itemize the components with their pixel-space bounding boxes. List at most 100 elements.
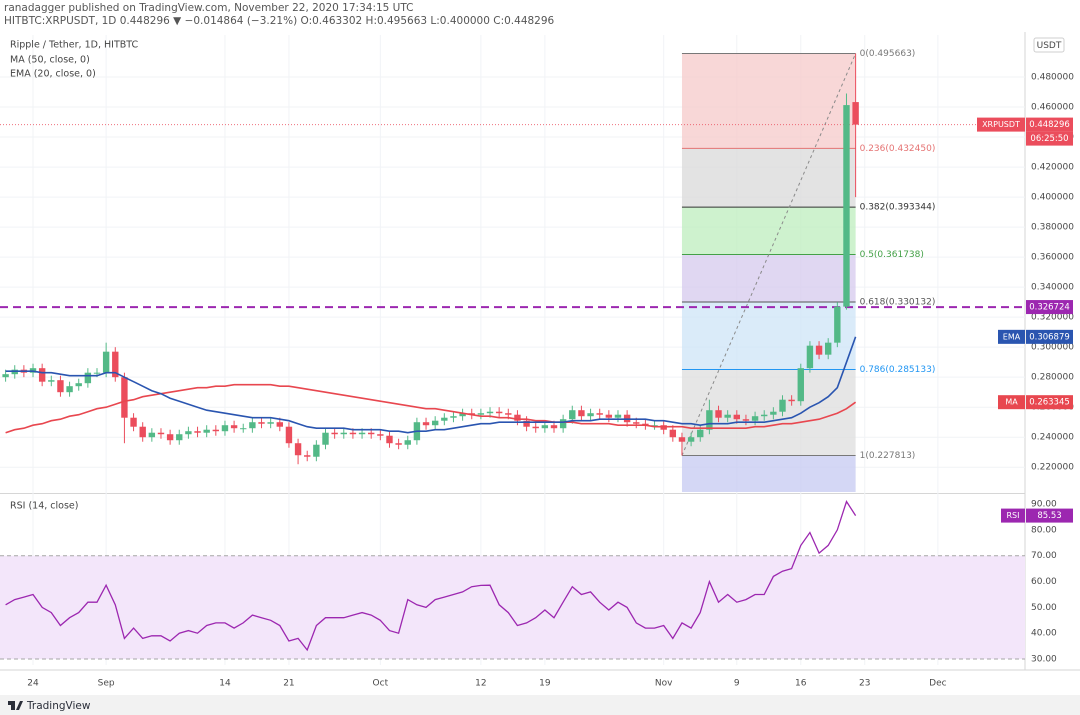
candle-body bbox=[825, 342, 832, 355]
rsi-tick-label: 90.00 bbox=[1031, 500, 1057, 510]
candle-body bbox=[505, 413, 512, 415]
candle-body bbox=[751, 416, 759, 421]
fib-trend-line bbox=[681, 53, 857, 456]
x-tick-label: 12 bbox=[475, 679, 486, 689]
candle-body bbox=[166, 434, 174, 441]
rsi-tick-label: 50.00 bbox=[1031, 603, 1057, 613]
chart-layer: 0(0.495663) 0.236(0.432450) 0.382(0.393344… bbox=[0, 32, 1080, 689]
y-tick-label: 0.420000 bbox=[1031, 163, 1074, 173]
candle-body bbox=[75, 383, 82, 387]
candle-body bbox=[569, 410, 576, 420]
candle-body bbox=[806, 345, 814, 369]
footer-brand[interactable]: TradingView bbox=[26, 700, 91, 712]
badge-value: 0.448296 bbox=[1029, 120, 1070, 130]
candle-body bbox=[779, 399, 786, 412]
candle-body bbox=[797, 368, 804, 402]
candle-body bbox=[358, 432, 366, 435]
candle-body bbox=[240, 428, 247, 430]
y-tick-label: 0.220000 bbox=[1031, 463, 1074, 473]
candle-body bbox=[249, 422, 256, 429]
candle-body bbox=[788, 399, 795, 402]
fib-level-label: 1(0.227813) bbox=[860, 451, 916, 461]
candle-body bbox=[724, 414, 731, 418]
candle-body bbox=[852, 102, 859, 125]
candle-body bbox=[834, 306, 841, 343]
y-tick-label: 0.340000 bbox=[1031, 283, 1074, 293]
ema-legend: EMA (20, close, 0) bbox=[10, 69, 96, 80]
badge-label: XRPUSDT bbox=[982, 120, 1020, 129]
badge-value-bg bbox=[1026, 329, 1073, 344]
x-tick-label: 23 bbox=[859, 679, 870, 689]
countdown-bg bbox=[1026, 131, 1073, 146]
countdown: 06:25:50 bbox=[1030, 134, 1068, 144]
badge-label-bg bbox=[998, 329, 1025, 344]
candle-body bbox=[559, 419, 567, 429]
candle-body bbox=[276, 422, 283, 427]
badge-value-bg bbox=[1026, 117, 1073, 132]
candle-body bbox=[194, 431, 201, 433]
fib-level-label: 0.618(0.330132) bbox=[860, 297, 936, 307]
y-tick-label: 0.480000 bbox=[1031, 73, 1074, 83]
candle-body bbox=[514, 414, 521, 421]
x-tick-label: 19 bbox=[539, 679, 551, 689]
candle-body bbox=[596, 413, 603, 415]
candle-body bbox=[395, 443, 402, 445]
candle-body bbox=[304, 455, 311, 457]
publisher-line: ranadagger published on TradingView.com,… bbox=[4, 2, 414, 14]
candle-body bbox=[486, 411, 494, 414]
fib-zone bbox=[681, 455, 856, 492]
tradingview-logo bbox=[8, 701, 23, 710]
candle-body bbox=[2, 374, 9, 378]
candle-body bbox=[523, 420, 530, 427]
candle-body bbox=[121, 377, 128, 418]
rsi-band bbox=[0, 555, 1025, 660]
y-tick-label: 0.300000 bbox=[1031, 343, 1074, 353]
candle-body bbox=[230, 425, 238, 429]
candle-body bbox=[605, 414, 613, 418]
candle-body bbox=[139, 426, 146, 438]
x-tick-label: 16 bbox=[795, 679, 807, 689]
badge-value-bg bbox=[1026, 508, 1073, 523]
candle-body bbox=[258, 422, 265, 424]
candle-body bbox=[368, 432, 375, 435]
candle-body bbox=[340, 432, 347, 435]
candle-body bbox=[349, 432, 357, 435]
fib-level-label: 0.382(0.393344) bbox=[860, 203, 936, 213]
candle-body bbox=[450, 416, 457, 418]
fib-zone bbox=[681, 254, 856, 302]
candle-body bbox=[459, 413, 466, 417]
y-tick-label: 0.320000 bbox=[1031, 313, 1074, 323]
x-tick-label: 24 bbox=[27, 679, 39, 689]
candle-body bbox=[587, 413, 594, 417]
candle-body bbox=[84, 372, 92, 384]
candle-body bbox=[38, 368, 46, 382]
x-tick-label: 9 bbox=[734, 679, 740, 689]
candle-body bbox=[633, 422, 640, 424]
candle-body bbox=[697, 429, 704, 438]
indicator-line bbox=[5, 383, 857, 434]
rsi-tick-label: 40.00 bbox=[1031, 629, 1057, 639]
candle-body bbox=[687, 437, 695, 442]
badge-label: EMA bbox=[1003, 332, 1021, 341]
candle-body bbox=[742, 419, 750, 421]
rsi-tick-label: 60.00 bbox=[1031, 577, 1057, 587]
badge-value: 0.326724 bbox=[1029, 303, 1070, 313]
fib-zone bbox=[681, 207, 856, 255]
candle-body bbox=[770, 411, 777, 415]
candle-body bbox=[93, 372, 101, 374]
candle-body bbox=[843, 105, 850, 307]
fib-zone bbox=[681, 301, 856, 370]
x-tick-label: Sep bbox=[98, 679, 115, 689]
candle-body bbox=[404, 440, 411, 445]
candle-body bbox=[578, 410, 585, 417]
candle-body bbox=[221, 425, 229, 432]
candle-body bbox=[441, 417, 448, 421]
candle-body bbox=[422, 422, 430, 426]
candle-body bbox=[267, 422, 274, 424]
candle-body bbox=[815, 345, 823, 355]
candle-body bbox=[715, 410, 722, 418]
candle-body bbox=[102, 351, 110, 373]
candle-body bbox=[733, 414, 740, 420]
fib-level-label: 0.786(0.285133) bbox=[860, 365, 936, 375]
